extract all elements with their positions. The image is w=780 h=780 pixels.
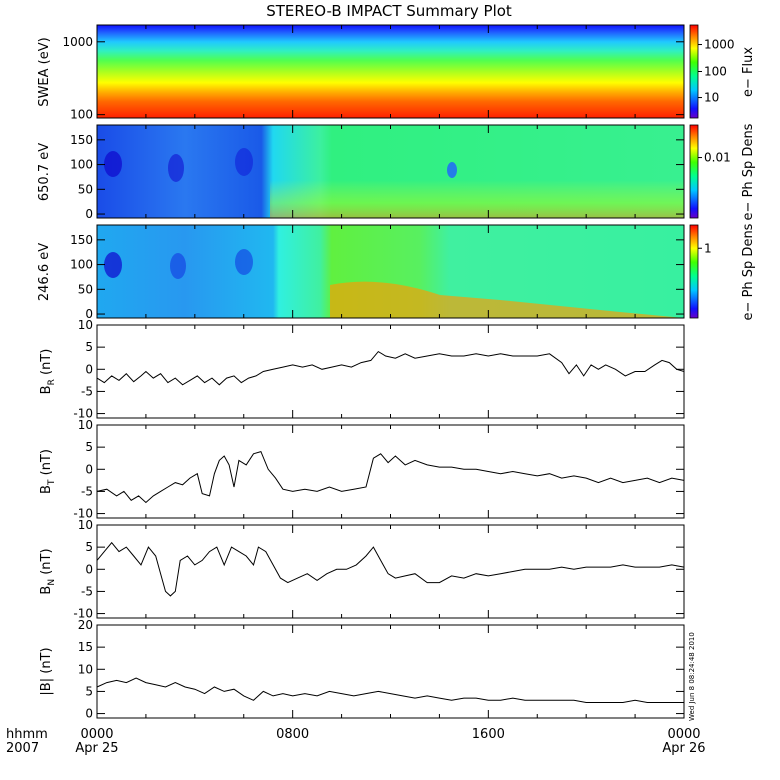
- x-tick-date: Apr 26: [662, 741, 705, 756]
- generation-timestamp: Wed Jun 8 08:24:48 2010: [688, 632, 696, 721]
- x-tick-label: 0000: [667, 727, 700, 742]
- y-tick-label: 10: [78, 318, 93, 332]
- pa246-blob: [235, 249, 253, 275]
- panel-ylabel: BR (nT): [39, 349, 57, 395]
- plot-title: STEREO-B IMPACT Summary Plot: [266, 2, 512, 20]
- y-tick-label: -10: [73, 507, 93, 521]
- pa650-ylabel: 650.7 eV: [37, 143, 52, 201]
- spec-y-tick-label: 150: [70, 233, 93, 247]
- magnetic-field-panels: -10 -5 0 5 10 BR (nT) -10 -5 0 5 10 BT (nT) -10 -5 0 5 1…: [39, 25, 685, 721]
- y-tick-label: 10: [78, 418, 93, 432]
- spec-y-tick-label: 100: [70, 258, 93, 272]
- panel-bt: -10 -5 0 5 10 BT (nT): [39, 418, 685, 521]
- swea-spectrogram: SWEA (eV) 100 1000 10 100 1000 e− Flux: [37, 24, 756, 122]
- y-tick-label: 0: [85, 562, 93, 576]
- pa246-colorbar: [689, 224, 699, 319]
- pa246-y-ticks: 0 50 100 150: [70, 233, 684, 321]
- y-tick-label: 20: [78, 618, 93, 632]
- swea-colorbar-ticks: 10 100 1000: [698, 38, 735, 105]
- swea-ylabel: SWEA (eV): [37, 37, 52, 106]
- pa650-colorbar-label: e− Ph Sp Dens: [741, 123, 756, 220]
- pitch-angle-246-spectrogram: 246.6 eV 0 50 100 150 1 e− Ph Sp Dens: [37, 223, 756, 321]
- y-tick-label: 10: [78, 662, 93, 676]
- swea-y-ticks: 100 1000: [62, 35, 684, 122]
- y-tick-label: -5: [81, 384, 93, 398]
- panel-frame: [96, 524, 685, 619]
- x-axis-label-year: 2007: [6, 741, 39, 756]
- spec-y-tick-label: 50: [78, 282, 93, 296]
- pa650-colorbar-ticks: 0.01: [698, 151, 731, 165]
- swea-colorbar: [689, 24, 699, 119]
- pa650-colorbar: [689, 124, 699, 219]
- y-tick-label: -10: [73, 607, 93, 621]
- x-tick-label: 1600: [472, 727, 505, 742]
- y-tick-label: 0: [85, 362, 93, 376]
- spec-y-tick-label: 150: [70, 133, 93, 147]
- series-line-bt: [96, 450, 685, 504]
- series-line-br: [96, 350, 685, 386]
- spec-y-tick-label: 100: [70, 108, 93, 122]
- y-tick-label: -10: [73, 407, 93, 421]
- y-tick-label: 0: [85, 707, 93, 721]
- y-tick-label: 0: [85, 462, 93, 476]
- panel-bn: -10 -5 0 5 10 BN (nT): [39, 518, 685, 621]
- x-axis-label-hhmm: hhmm: [6, 727, 48, 742]
- spec-y-tick-label: 100: [70, 158, 93, 172]
- x-tick-label: 0800: [276, 727, 309, 742]
- series-line-abs-babs-: [96, 677, 684, 703]
- x-tick-label: 0000: [80, 727, 113, 742]
- panel-frame: [96, 624, 685, 719]
- y-tick-label: -5: [81, 584, 93, 598]
- colorbar-tick-label: 10: [704, 91, 719, 105]
- panel-ylabel: |B| (nT): [39, 647, 54, 695]
- pa650-y-ticks: 0 50 100 150: [70, 133, 684, 221]
- panel-frame: [96, 324, 685, 419]
- colorbar-tick-label: 1000: [704, 38, 735, 52]
- pa650-blob: [447, 162, 457, 178]
- spec-y-tick-label: 50: [78, 182, 93, 196]
- pa650-blob: [235, 148, 253, 176]
- y-tick-label: 15: [78, 640, 93, 654]
- series-line-bn: [96, 541, 685, 597]
- swea-image: [97, 25, 684, 118]
- pa246-ylabel: 246.6 eV: [37, 243, 52, 301]
- colorbar-tick-label: 100: [704, 65, 727, 79]
- panel-ylabel: BT (nT): [39, 449, 57, 494]
- pa246-warm-band: [330, 281, 684, 318]
- y-tick-label: 5: [85, 340, 93, 354]
- y-tick-label: 5: [85, 684, 93, 698]
- pa246-colorbar-ticks: 1: [698, 241, 712, 255]
- panel-ylabel: BN (nT): [39, 548, 57, 594]
- pitch-angle-650-spectrogram: 650.7 eV 0 50 100 150 0.01 e− Ph Sp Dens: [37, 123, 756, 221]
- y-tick-label: 10: [78, 518, 93, 532]
- panel-br: -10 -5 0 5 10 BR (nT): [39, 318, 685, 421]
- y-tick-label: 5: [85, 540, 93, 554]
- pa650-bottom-warm: [270, 180, 684, 218]
- pa650-blob: [168, 154, 184, 182]
- swea-colorbar-label: e− Flux: [741, 47, 756, 97]
- colorbar-tick-label: 1: [704, 241, 712, 255]
- pa246-blob: [104, 252, 122, 278]
- panel-abs-babs-: 0 5 10 15 20 |B| (nT): [39, 618, 685, 721]
- pa246-colorbar-label: e− Ph Sp Dens: [741, 223, 756, 320]
- spec-y-tick-label: 0: [85, 307, 93, 321]
- colorbar-tick-label: 0.01: [704, 151, 731, 165]
- spec-y-tick-label: 0: [85, 207, 93, 221]
- spec-y-tick-label: 1000: [62, 35, 93, 49]
- panel-frame: [96, 424, 685, 519]
- y-tick-label: -5: [81, 484, 93, 498]
- x-tick-date: Apr 25: [75, 741, 118, 756]
- pa246-blob: [170, 253, 186, 279]
- y-tick-label: 5: [85, 440, 93, 454]
- pa650-blob: [104, 151, 122, 177]
